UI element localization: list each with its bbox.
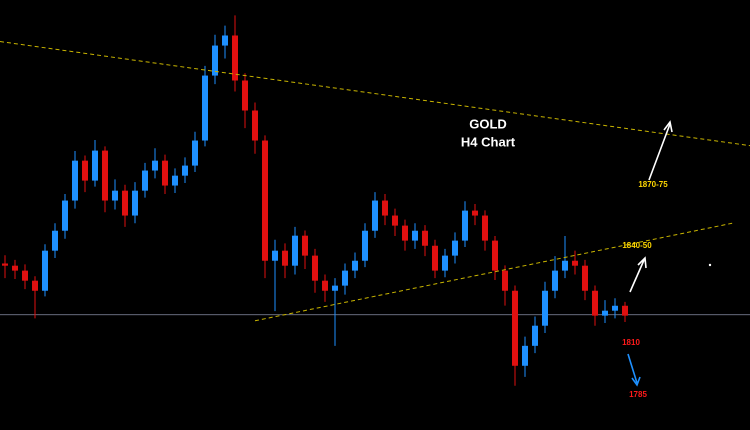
candle-body	[62, 200, 68, 231]
candle-body	[472, 210, 478, 216]
candle-body	[522, 345, 528, 366]
candle-body	[552, 270, 558, 291]
candle-body	[242, 80, 248, 111]
candle-body	[422, 230, 428, 246]
candle-body	[452, 240, 458, 256]
candle-body	[492, 240, 498, 271]
candle-body	[512, 290, 518, 366]
candle-body	[222, 35, 228, 46]
candle-body	[502, 270, 508, 291]
candle-body	[312, 255, 318, 281]
candle-body	[132, 190, 138, 216]
candle-body	[592, 290, 598, 316]
candle-body	[612, 305, 618, 311]
candle-body	[262, 140, 268, 261]
arrows	[627, 353, 641, 387]
candle-body	[32, 280, 38, 291]
candle-body	[462, 210, 468, 241]
candle-body	[52, 230, 58, 251]
candle-body	[82, 160, 88, 181]
candle-body	[402, 225, 408, 241]
candle-body	[282, 250, 288, 266]
candle-body	[582, 265, 588, 291]
candle-body	[432, 245, 438, 271]
chart-subtitle: H4 Chart	[461, 134, 516, 149]
candle-body	[572, 260, 578, 266]
candle-body	[322, 280, 328, 291]
candle-body	[212, 45, 218, 76]
arrow	[648, 123, 671, 181]
arrows	[629, 120, 673, 293]
candle-body	[102, 150, 108, 201]
candle-body	[602, 310, 608, 316]
candle-body	[482, 215, 488, 241]
price-annotation: 1840-50	[622, 241, 652, 250]
candle-body	[412, 230, 418, 241]
candle-body	[542, 290, 548, 326]
candle-body	[202, 75, 208, 141]
candle-body	[252, 110, 258, 141]
candle-body	[72, 160, 78, 201]
candle-body	[352, 260, 358, 271]
candle-body	[152, 160, 158, 171]
candle-body	[382, 200, 388, 216]
candle-body	[12, 265, 18, 271]
candle-body	[42, 250, 48, 291]
candle-body	[332, 285, 338, 291]
candle-body	[2, 263, 8, 266]
candle-body	[92, 150, 98, 181]
arrow-head	[637, 256, 647, 269]
dot	[708, 263, 712, 267]
plot-area	[0, 15, 750, 386]
candle-body	[22, 270, 28, 281]
candle-body	[622, 305, 628, 316]
candle-body	[142, 170, 148, 191]
candle-body	[192, 140, 198, 166]
candle-body	[122, 190, 128, 216]
chart-title: GOLD	[469, 116, 507, 131]
candle-body	[112, 190, 118, 201]
arrow	[629, 259, 645, 293]
arrow	[627, 353, 638, 384]
candle-body	[362, 230, 368, 261]
candle-body	[392, 215, 398, 226]
arrow-head	[663, 120, 673, 133]
candle-body	[172, 175, 178, 186]
candle-body	[562, 260, 568, 271]
candle-body	[182, 165, 188, 176]
price-annotation: 1785	[629, 390, 647, 399]
candle-body	[442, 255, 448, 271]
candle-body	[302, 235, 308, 256]
candle-body	[532, 325, 538, 346]
candle-body	[292, 235, 298, 266]
trend-line	[254, 222, 736, 322]
price-annotation: 1870-75	[638, 180, 668, 189]
trend-line	[0, 41, 750, 147]
candle-body	[372, 200, 378, 231]
candle-body	[342, 270, 348, 286]
candle-body	[272, 250, 278, 261]
arrow-head	[631, 376, 641, 387]
price-annotation: 1810	[622, 338, 640, 347]
candle-body	[232, 35, 238, 81]
candle-body	[162, 160, 168, 186]
